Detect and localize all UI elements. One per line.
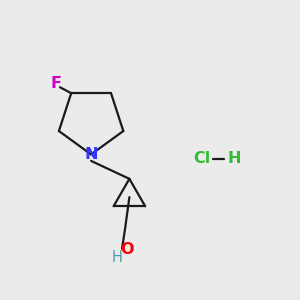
Text: F: F — [51, 76, 62, 91]
Text: H: H — [227, 151, 241, 166]
Text: H: H — [111, 250, 122, 265]
Text: N: N — [84, 147, 98, 162]
Text: Cl: Cl — [193, 151, 210, 166]
Text: O: O — [121, 242, 134, 257]
